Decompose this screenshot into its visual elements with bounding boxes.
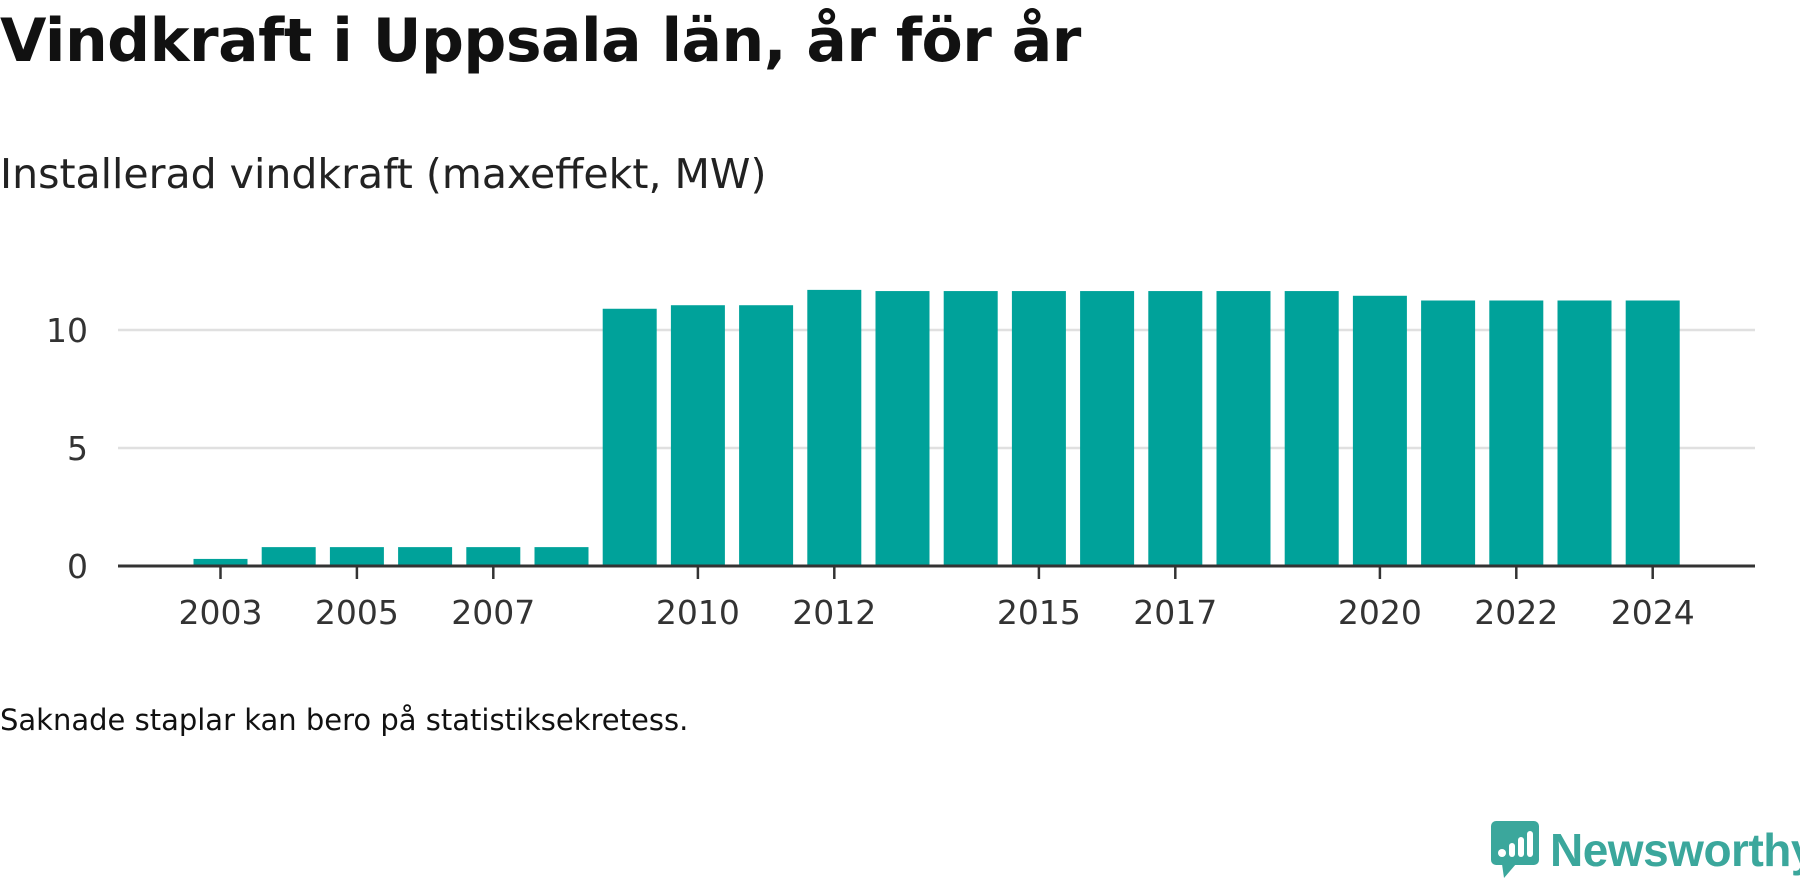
bar-2005 (329, 547, 384, 566)
x-tick-label: 2015 (997, 593, 1081, 632)
x-tick-label: 2007 (451, 593, 535, 632)
footnote: Saknade staplar kan bero på statistiksek… (0, 703, 689, 737)
gridlines (118, 328, 1755, 450)
newsworthy-logo-icon (1491, 821, 1539, 878)
x-tick-label: 2017 (1133, 593, 1217, 632)
bar-2008 (534, 547, 589, 566)
x-tick-label: 2005 (315, 593, 399, 632)
y-tick-label: 0 (67, 547, 88, 586)
bar-2024 (1625, 300, 1680, 566)
axes: 0 5 10 2003 2005 2007 2010 2012 2015 2017 2020 2022… (46, 311, 1755, 632)
x-tick-label: 2024 (1611, 593, 1695, 632)
bar-2007 (466, 547, 521, 566)
x-tick-label: 2020 (1338, 593, 1422, 632)
bar-2021 (1421, 300, 1476, 566)
bar-2012 (807, 289, 862, 566)
x-tick-label: 2003 (179, 593, 263, 632)
brand-name: Newsworthy (1550, 824, 1800, 876)
bar-2017 (1148, 291, 1203, 566)
x-tick-label: 2010 (656, 593, 740, 632)
bar-2014 (943, 291, 998, 566)
bar-2006 (398, 547, 453, 566)
bar-2009 (602, 308, 657, 566)
bar-2015 (1011, 291, 1066, 566)
bar-2020 (1352, 295, 1407, 566)
bar-2003 (193, 558, 248, 566)
bar-2010 (670, 305, 725, 566)
chart-subtitle: Installerad vindkraft (maxeffekt, MW) (0, 150, 767, 198)
bars (193, 289, 1680, 566)
brand-logo[interactable]: Newsworthy (1490, 820, 1800, 880)
y-tick-label: 10 (46, 311, 88, 350)
bar-2023 (1557, 300, 1612, 566)
bar-2004 (261, 547, 316, 566)
bar-2013 (875, 291, 930, 566)
bar-2018 (1216, 291, 1271, 566)
bar-2022 (1489, 300, 1544, 566)
y-tick-label: 5 (67, 429, 88, 468)
bar-2019 (1284, 291, 1339, 566)
x-tick-label: 2022 (1474, 593, 1558, 632)
x-tick-label: 2012 (792, 593, 876, 632)
bar-2016 (1080, 291, 1135, 566)
bar-chart: 0 5 10 2003 2005 2007 2010 2012 2015 2017 2020 2022… (46, 289, 1755, 632)
chart-title: Vindkraft i Uppsala län, år för år (0, 6, 1081, 76)
bar-2011 (739, 305, 794, 566)
